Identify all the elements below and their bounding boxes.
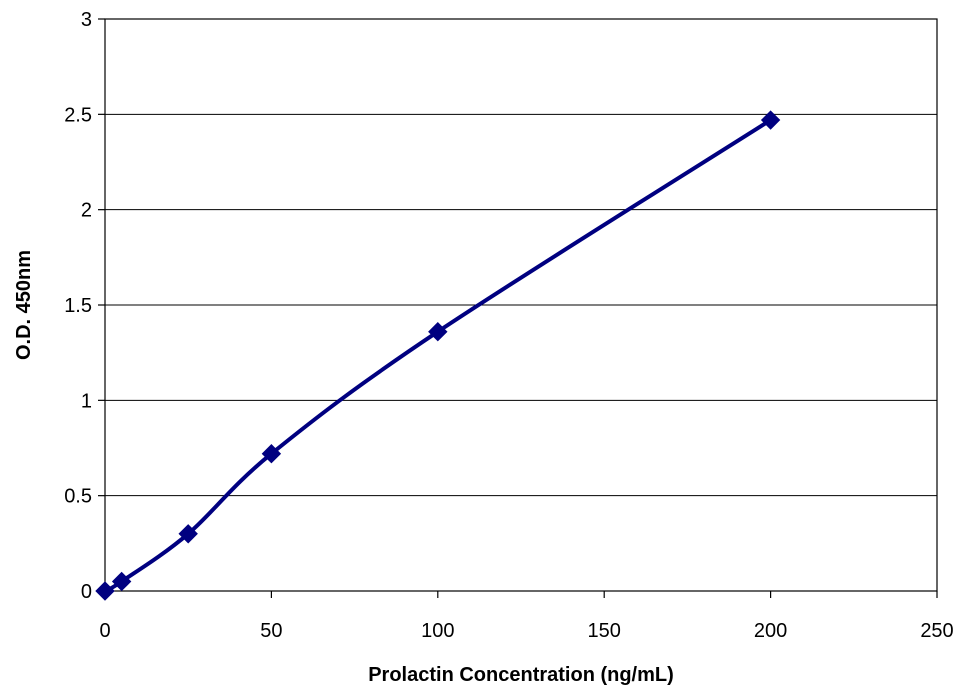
data-point: [428, 321, 448, 342]
y-tick-label: 1.5: [64, 295, 92, 317]
y-tick-label: 0: [81, 581, 92, 603]
data-point: [95, 581, 115, 601]
y-tick-label: 2: [81, 200, 92, 222]
data-point: [178, 524, 198, 544]
data-point: [111, 571, 132, 592]
y-axis-title: O.D. 450nm: [13, 250, 35, 360]
x-tick-label: 250: [920, 620, 953, 642]
data-point: [261, 444, 282, 464]
x-tick-label: 150: [588, 620, 621, 642]
x-axis: 0 50 100 150 200 250: [99, 591, 954, 642]
x-tick-label: 100: [421, 620, 454, 642]
y-tick-label: 3: [81, 9, 92, 31]
y-axis: 0 0.5 1 1.5 2 2.5 3: [64, 9, 105, 603]
series-line: [103, 118, 773, 593]
gridlines: [105, 113, 937, 497]
series: [95, 110, 781, 601]
x-tick-label: 200: [754, 620, 787, 642]
x-axis-title: Prolactin Concentration (ng/mL): [368, 664, 674, 686]
x-tick-label: 50: [260, 620, 282, 642]
y-tick-label: 0.5: [64, 486, 92, 508]
y-tick-label: 2.5: [64, 104, 92, 126]
x-tick-label: 0: [99, 620, 110, 642]
data-point: [760, 110, 781, 130]
y-tick-label: 1: [81, 390, 92, 412]
